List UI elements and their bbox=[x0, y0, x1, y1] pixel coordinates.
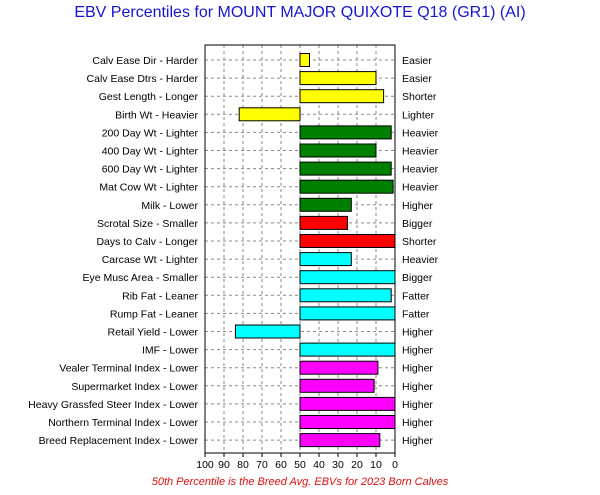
bar bbox=[299, 396, 396, 411]
direction-label: Bigger bbox=[402, 272, 433, 284]
trait-label: Scrotal Size - Smaller bbox=[97, 218, 198, 230]
direction-label: Heavier bbox=[402, 254, 439, 266]
trait-label: Mat Cow Wt - Lighter bbox=[99, 182, 198, 194]
trait-label: Eye Musc Area - Smaller bbox=[82, 272, 198, 284]
direction-label: Heavier bbox=[402, 164, 439, 176]
direction-label: Bigger bbox=[402, 218, 433, 230]
x-tick-label: 100 bbox=[196, 459, 214, 471]
direction-label: Heavier bbox=[402, 182, 439, 194]
bar bbox=[299, 252, 352, 267]
x-tick-label: 50 bbox=[294, 459, 306, 471]
direction-labels: Easier Easier Shorter Lighter Heavier Heavier… bbox=[402, 55, 439, 447]
direction-label: Higher bbox=[402, 381, 433, 393]
trait-label: IMF - Lower bbox=[142, 345, 199, 357]
bar bbox=[299, 215, 348, 230]
trait-label: Supermarket Index - Lower bbox=[71, 381, 198, 393]
trait-label: Carcase Wt - Lighter bbox=[102, 254, 199, 266]
bar bbox=[299, 197, 352, 212]
bar bbox=[299, 360, 379, 375]
x-tick-label: 80 bbox=[237, 459, 249, 471]
trait-label: Days to Calv - Longer bbox=[96, 236, 198, 248]
x-tick-label: 90 bbox=[218, 459, 230, 471]
direction-label: Higher bbox=[402, 345, 433, 357]
trait-label: Rib Fat - Leaner bbox=[122, 290, 198, 302]
trait-label: Birth Wt - Heavier bbox=[115, 109, 198, 121]
direction-label: Fatter bbox=[402, 308, 430, 320]
bar bbox=[299, 143, 377, 158]
direction-label: Higher bbox=[402, 399, 433, 411]
trait-label: Vealer Terminal Index - Lower bbox=[59, 363, 198, 375]
direction-label: Higher bbox=[402, 363, 433, 375]
x-tick-label: 10 bbox=[370, 459, 382, 471]
trait-label: 600 Day Wt - Lighter bbox=[102, 164, 199, 176]
x-tick-label: 20 bbox=[351, 459, 363, 471]
x-tick-label: 40 bbox=[313, 459, 325, 471]
trait-label: Breed Replacement Index - Lower bbox=[39, 435, 199, 447]
trait-label: Retail Yield - Lower bbox=[108, 327, 199, 339]
bar bbox=[299, 161, 392, 176]
bar bbox=[238, 107, 301, 122]
trait-label: Rump Fat - Leaner bbox=[110, 308, 199, 320]
trait-label: 400 Day Wt - Lighter bbox=[102, 146, 199, 158]
trait-label: Calv Ease Dir - Harder bbox=[92, 55, 198, 67]
bar bbox=[299, 179, 394, 194]
x-tick-label: 70 bbox=[256, 459, 268, 471]
x-tick-label: 0 bbox=[392, 459, 398, 471]
bar bbox=[299, 234, 396, 248]
bar bbox=[299, 433, 381, 448]
direction-label: Easier bbox=[402, 73, 432, 85]
direction-label: Higher bbox=[402, 327, 433, 339]
trait-label: Calv Ease Dtrs - Harder bbox=[87, 73, 199, 85]
bar bbox=[299, 288, 392, 303]
direction-label: Higher bbox=[402, 435, 433, 447]
x-axis-ticks: 100 90 80 70 60 50 40 30 20 10 0 bbox=[196, 453, 398, 471]
bar bbox=[299, 71, 377, 86]
bar bbox=[299, 342, 396, 357]
trait-label: 200 Day Wt - Lighter bbox=[102, 127, 199, 139]
direction-label: Fatter bbox=[402, 290, 430, 302]
chart-title: EBV Percentiles for MOUNT MAJOR QUIXOTE … bbox=[74, 4, 526, 21]
trait-label: Milk - Lower bbox=[141, 200, 198, 212]
trait-labels: Calv Ease Dir - Harder Calv Ease Dtrs - H… bbox=[28, 55, 198, 447]
direction-label: Higher bbox=[402, 417, 433, 429]
bar bbox=[299, 125, 392, 140]
bars bbox=[234, 53, 396, 448]
x-tick-label: 30 bbox=[332, 459, 344, 471]
bar bbox=[299, 378, 375, 393]
direction-label: Shorter bbox=[402, 236, 437, 248]
direction-label: Higher bbox=[402, 200, 433, 212]
direction-label: Heavier bbox=[402, 127, 439, 139]
bar bbox=[299, 53, 310, 67]
trait-label: Heavy Grassfed Steer Index - Lower bbox=[28, 399, 198, 411]
direction-label: Easier bbox=[402, 55, 432, 67]
bar bbox=[299, 270, 396, 285]
bar bbox=[299, 89, 385, 104]
direction-label: Shorter bbox=[402, 91, 437, 103]
trait-label: Northern Terminal Index - Lower bbox=[48, 417, 198, 429]
x-tick-label: 60 bbox=[275, 459, 287, 471]
trait-label: Gest Length - Longer bbox=[99, 91, 199, 103]
direction-label: Lighter bbox=[402, 109, 435, 121]
bar bbox=[234, 324, 301, 339]
chart-footnote: 50th Percentile is the Breed Avg. EBVs f… bbox=[151, 476, 449, 488]
bar bbox=[299, 415, 396, 429]
direction-label: Heavier bbox=[402, 146, 439, 158]
bar bbox=[299, 306, 396, 321]
